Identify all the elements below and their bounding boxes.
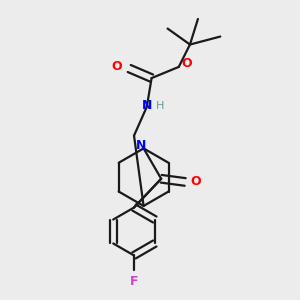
- Text: O: O: [182, 57, 192, 70]
- Text: H: H: [155, 101, 164, 111]
- Text: N: N: [136, 139, 146, 152]
- Text: N: N: [142, 99, 152, 112]
- Text: O: O: [190, 176, 201, 188]
- Text: O: O: [112, 60, 122, 74]
- Text: F: F: [130, 274, 138, 287]
